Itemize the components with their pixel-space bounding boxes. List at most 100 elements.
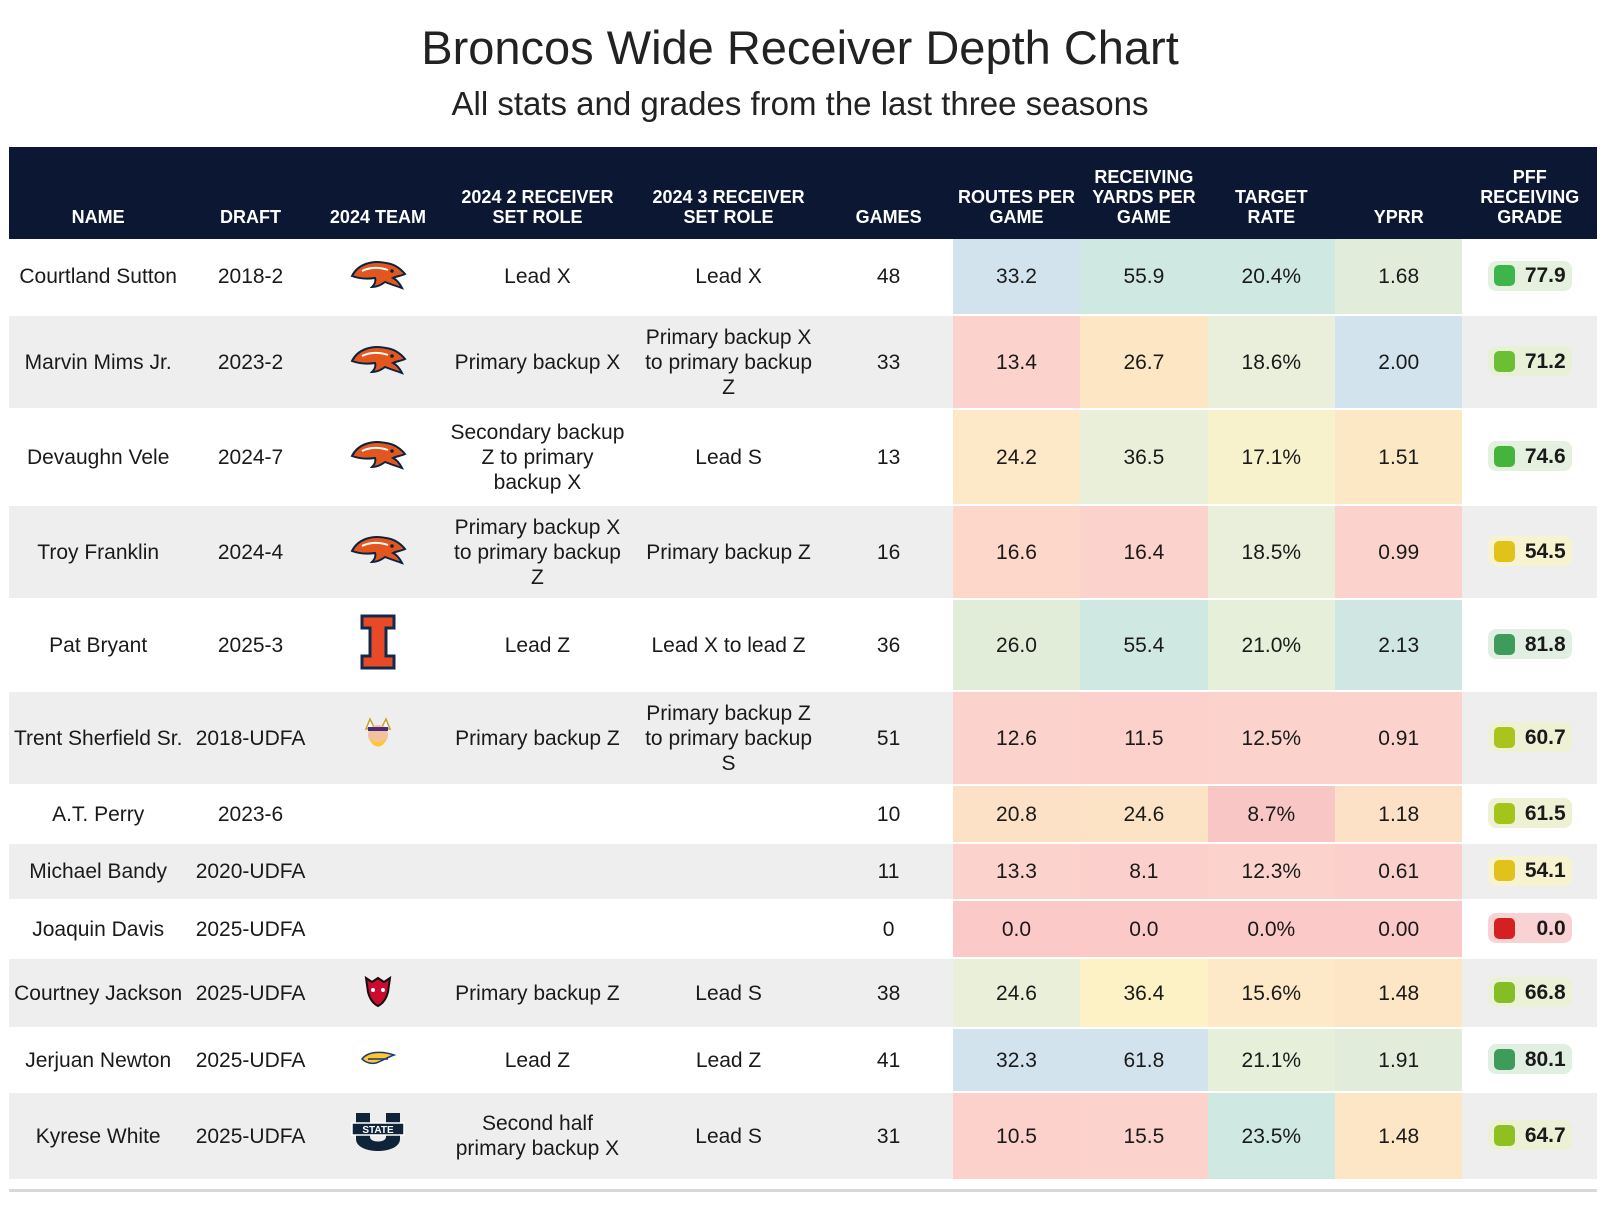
column-header-name: NAME [9, 147, 188, 239]
team-cell [313, 958, 443, 1029]
games-cell: 0 [824, 900, 953, 959]
draft-cell: 2023-6 [187, 785, 314, 844]
player-name-cell: Michael Bandy [9, 843, 188, 901]
broncos-logo [348, 529, 408, 575]
yprr-cell: 1.68 [1335, 239, 1463, 316]
role-3-receiver-cell: Lead Z [632, 1028, 825, 1093]
broncos-logo [348, 339, 408, 385]
grade-value: 80.1 [1524, 1047, 1566, 1071]
role-3-receiver-cell [632, 843, 825, 901]
yprr-cell: 0.91 [1335, 691, 1463, 786]
grade-badge: 61.5 [1487, 798, 1572, 829]
grade-cell: 60.7 [1462, 691, 1597, 786]
table-row: Trent Sherfield Sr. 2018-UDFA Primary back… [9, 691, 1597, 786]
team-cell [313, 239, 443, 316]
games-cell: 31 [824, 1092, 953, 1181]
team-cell [313, 409, 443, 506]
player-name-cell: A.T. Perry [9, 785, 188, 844]
games-cell: 10 [824, 785, 953, 844]
grade-color-swatch [1493, 1124, 1515, 1146]
grade-value: 61.5 [1524, 801, 1566, 825]
column-header-team: 2024 TEAM [313, 147, 443, 239]
player-name-cell: Devaughn Vele [9, 409, 188, 506]
role-2-receiver-cell: Primary backup Z [442, 691, 633, 786]
grade-value: 71.2 [1524, 349, 1566, 373]
yards-per-game-cell: 11.5 [1080, 691, 1208, 786]
grade-color-swatch [1493, 540, 1515, 562]
target-rate-cell: 21.1% [1207, 1028, 1335, 1093]
grade-badge: 54.5 [1487, 536, 1572, 567]
player-name-cell: Marvin Mims Jr. [9, 315, 188, 410]
grade-cell: 80.1 [1462, 1028, 1597, 1093]
table-row: Marvin Mims Jr. 2023-2 Primary backup X Pri… [9, 315, 1597, 410]
role-3-receiver-cell: Lead S [632, 958, 825, 1029]
role-3-receiver-cell: Lead X to lead Z [632, 599, 825, 692]
routes-per-game-cell: 24.6 [952, 958, 1081, 1029]
team-cell [313, 505, 443, 600]
routes-per-game-cell: 26.0 [952, 599, 1081, 692]
role-3-receiver-cell: Primary backup Z to primary backup S [632, 691, 825, 786]
yprr-cell: 0.61 [1335, 843, 1463, 901]
column-header-yprr: YPRR [1335, 147, 1463, 239]
player-name-cell: Jerjuan Newton [9, 1028, 188, 1093]
yards-per-game-cell: 36.5 [1080, 409, 1208, 506]
draft-cell: 2025-UDFA [187, 900, 314, 959]
column-header-target-rate: TARGET RATE [1207, 147, 1335, 239]
target-rate-cell: 12.5% [1207, 691, 1335, 786]
player-name-cell: Joaquin Davis [9, 900, 188, 959]
table-row: Joaquin Davis 2025-UDFA 0 0.0 0.0 0.0% 0.00 0.0 [9, 900, 1597, 959]
grade-cell: 74.6 [1462, 409, 1597, 506]
grade-value: 74.6 [1524, 444, 1566, 468]
role-3-receiver-cell: Primary backup X to primary backup Z [632, 315, 825, 410]
role-2-receiver-cell [442, 785, 633, 844]
draft-cell: 2020-UDFA [187, 843, 314, 901]
grade-value: 64.7 [1524, 1123, 1566, 1147]
grade-color-swatch [1493, 726, 1515, 748]
column-header-grade: PFF RECEIVING GRADE [1462, 147, 1597, 239]
role-2-receiver-cell: Second half primary backup X [442, 1092, 633, 1181]
routes-per-game-cell: 32.3 [952, 1028, 1081, 1093]
team-cell [313, 1028, 443, 1093]
player-name-cell: Pat Bryant [9, 599, 188, 692]
toledo-logo [358, 1045, 398, 1075]
yards-per-game-cell: 36.4 [1080, 958, 1208, 1029]
grade-value: 81.8 [1524, 632, 1566, 656]
column-header-games: GAMES [824, 147, 953, 239]
role-3-receiver-cell [632, 785, 825, 844]
target-rate-cell: 12.3% [1207, 843, 1335, 901]
grade-color-swatch [1493, 802, 1515, 824]
routes-per-game-cell: 13.3 [952, 843, 1081, 901]
routes-per-game-cell: 20.8 [952, 785, 1081, 844]
grade-badge: 64.7 [1487, 1120, 1572, 1151]
table-row: Troy Franklin 2024-4 Primary backup X to p… [9, 505, 1597, 600]
table-row: Devaughn Vele 2024-7 Secondary backup Z to… [9, 409, 1597, 506]
grade-cell: 64.7 [1462, 1092, 1597, 1181]
routes-per-game-cell: 10.5 [952, 1092, 1081, 1181]
games-cell: 41 [824, 1028, 953, 1093]
table-bottom-rule [9, 1189, 1597, 1192]
column-header-yards: RECEIVING YARDS PER GAME [1080, 147, 1208, 239]
role-2-receiver-cell: Secondary backup Z to primary backup X [442, 409, 633, 506]
grade-badge: 71.2 [1487, 346, 1572, 377]
grade-badge: 0.0 [1487, 913, 1572, 944]
grade-badge: 80.1 [1487, 1044, 1572, 1075]
grade-color-swatch [1493, 265, 1515, 287]
player-name-cell: Courtland Sutton [9, 239, 188, 316]
illinois-logo [348, 614, 408, 676]
yards-per-game-cell: 0.0 [1080, 900, 1208, 959]
grade-value: 54.1 [1524, 859, 1566, 883]
grade-color-swatch [1493, 1048, 1515, 1070]
draft-cell: 2025-UDFA [187, 1028, 314, 1093]
target-rate-cell: 21.0% [1207, 599, 1335, 692]
yards-per-game-cell: 24.6 [1080, 785, 1208, 844]
grade-value: 66.8 [1524, 980, 1566, 1004]
yprr-cell: 0.00 [1335, 900, 1463, 959]
target-rate-cell: 8.7% [1207, 785, 1335, 844]
routes-per-game-cell: 0.0 [952, 900, 1081, 959]
team-cell: STATE [313, 1092, 443, 1181]
role-2-receiver-cell: Lead Z [442, 599, 633, 692]
yards-per-game-cell: 15.5 [1080, 1092, 1208, 1181]
draft-cell: 2024-7 [187, 409, 314, 506]
grade-color-swatch [1493, 981, 1515, 1003]
games-cell: 16 [824, 505, 953, 600]
